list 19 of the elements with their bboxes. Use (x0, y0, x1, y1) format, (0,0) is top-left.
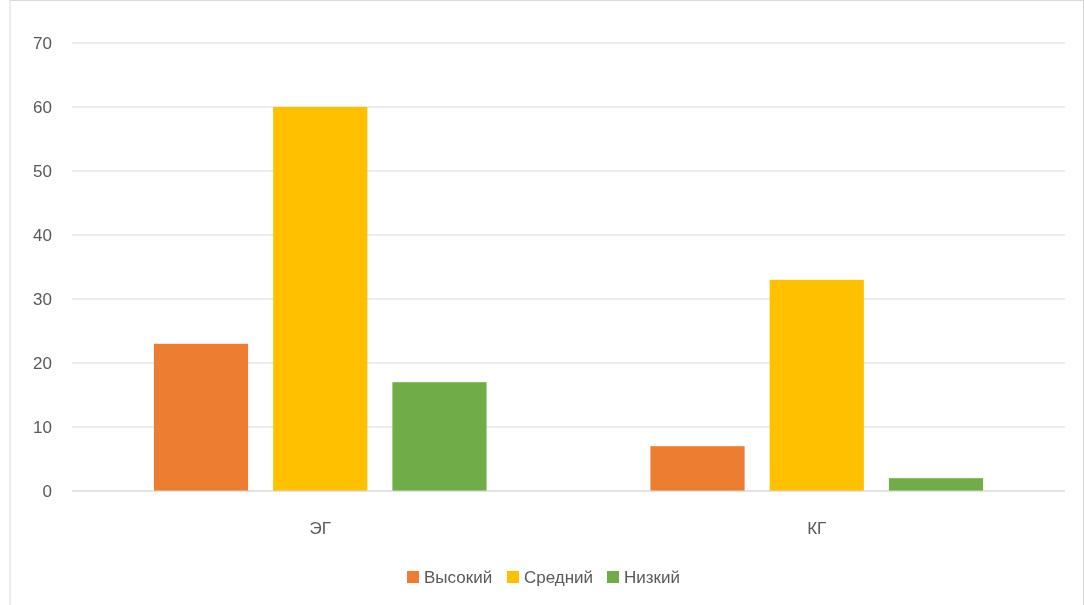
x-tick-label: ЭГ (309, 518, 331, 538)
bar (273, 107, 368, 491)
legend-label: Низкий (624, 567, 680, 587)
bar (392, 382, 487, 491)
y-tick-label: 60 (33, 97, 52, 117)
y-tick-label: 40 (33, 225, 52, 245)
legend-label: Высокий (424, 567, 493, 587)
bar (153, 343, 249, 491)
bar (888, 478, 984, 491)
y-tick-label: 10 (33, 417, 52, 437)
y-tick-label: 20 (33, 353, 52, 373)
y-tick-label: 30 (33, 289, 52, 309)
y-tick-label: 0 (42, 481, 52, 501)
bar (769, 279, 864, 491)
legend-label: Средний (524, 567, 594, 587)
y-tick-label: 70 (33, 33, 52, 53)
bar (650, 446, 745, 491)
x-tick-label: КГ (807, 518, 827, 538)
y-tick-label: 50 (33, 161, 52, 181)
